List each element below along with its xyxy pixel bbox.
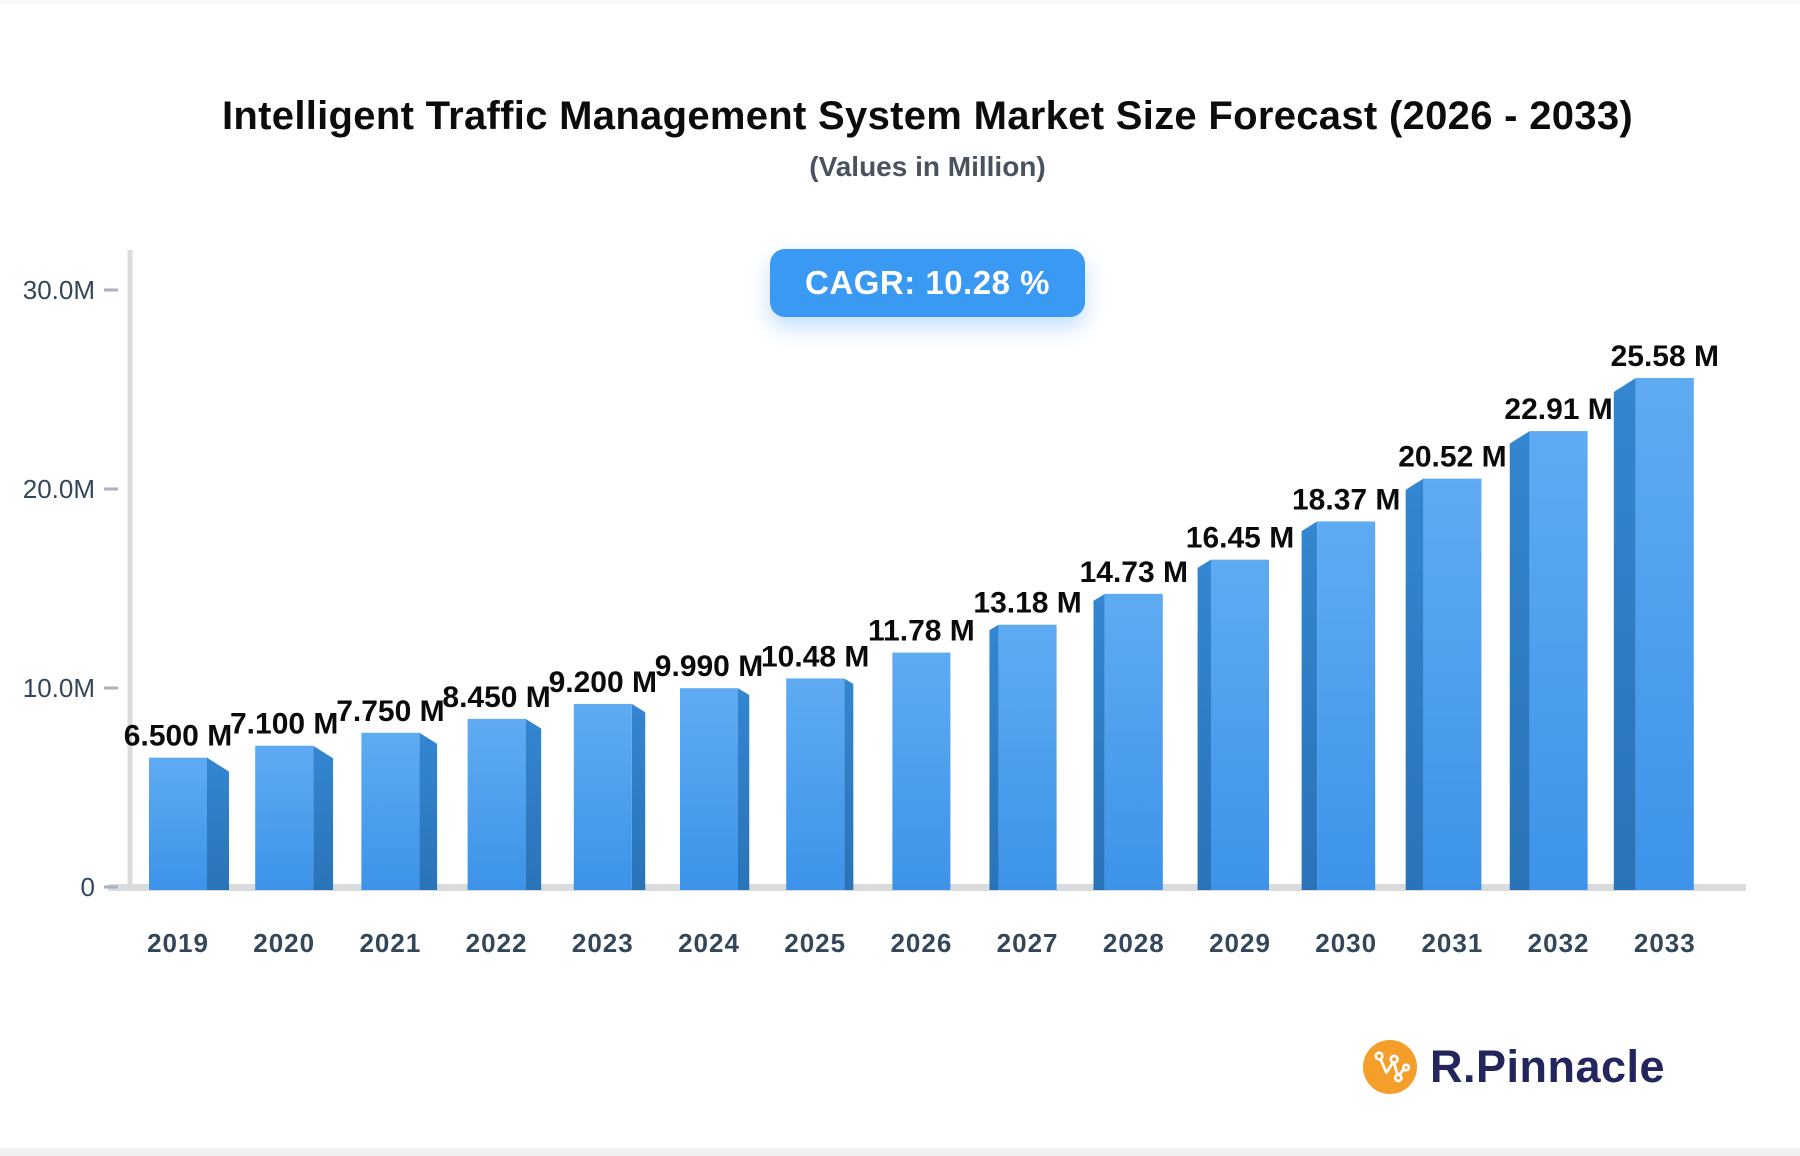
bar-group-2025: 10.48 M 2025 xyxy=(761,640,869,958)
bar-side-face xyxy=(419,732,438,890)
bar-value-label: 14.73 M xyxy=(1080,556,1188,589)
bar-front-face xyxy=(1423,478,1482,890)
bar-value-label: 10.48 M xyxy=(761,640,869,673)
bar-group-2019: 6.500 M 2019 xyxy=(124,720,232,958)
bar-value-label: 16.45 M xyxy=(1186,522,1294,555)
bar-value-label: 11.78 M xyxy=(868,615,975,648)
bottom-edge-strip xyxy=(0,1148,1800,1156)
bar-front-face xyxy=(1104,593,1163,890)
bar-side-face xyxy=(989,624,999,890)
bar-value-label: 22.91 M xyxy=(1504,393,1612,426)
y-tick-mark xyxy=(104,288,118,292)
bar-front-face xyxy=(892,652,951,890)
bar-front-face xyxy=(149,757,207,890)
x-tick-label: 2027 xyxy=(997,928,1059,958)
bar-value-label: 18.37 M xyxy=(1292,483,1400,516)
x-tick-label: 2025 xyxy=(784,928,846,958)
bar-front-face xyxy=(573,703,632,890)
y-tick-label: 0 xyxy=(81,872,95,902)
bar-side-face xyxy=(631,703,646,890)
bar-group-2033: 25.58 M 2033 xyxy=(1611,340,1719,958)
y-tick-mark xyxy=(104,686,118,690)
y-tick-label: 20.0M xyxy=(23,474,95,504)
bar-side-face xyxy=(844,678,854,890)
bar-side-face xyxy=(313,745,334,890)
bar-front-face xyxy=(1635,377,1694,890)
bar-group-2021: 7.750 M 2021 xyxy=(336,695,444,958)
x-tick-label: 2020 xyxy=(253,928,315,958)
x-tick-label: 2019 xyxy=(147,928,209,958)
bar-front-face xyxy=(361,732,420,890)
bar-group-2026: 11.78 M 2026 xyxy=(868,615,975,958)
x-tick-label: 2029 xyxy=(1209,928,1271,958)
bar-value-label: 25.58 M xyxy=(1611,340,1719,373)
bar-group-2020: 7.100 M 2020 xyxy=(230,708,338,958)
bar-side-face xyxy=(1301,521,1318,890)
x-tick-label: 2026 xyxy=(890,928,952,958)
bar-group-2024: 9.990 M 2024 xyxy=(655,650,763,958)
y-axis-line xyxy=(127,250,133,890)
y-tick-label: 30.0M xyxy=(23,275,95,305)
brand-logo: R.Pinnacle xyxy=(1363,1040,1665,1094)
bar-value-label: 9.200 M xyxy=(549,666,657,699)
bar-side-face xyxy=(1197,559,1211,890)
bar-front-face xyxy=(1529,431,1588,890)
bar-side-face xyxy=(1093,593,1105,890)
bar-side-face xyxy=(525,718,542,890)
x-tick-label: 2023 xyxy=(572,928,634,958)
y-tick-label: 10.0M xyxy=(23,673,95,703)
x-tick-label: 2021 xyxy=(359,928,421,958)
bar-value-label: 6.500 M xyxy=(124,720,232,753)
bar-front-face xyxy=(998,624,1057,890)
x-tick-label: 2024 xyxy=(678,928,740,958)
bar-group-2029: 16.45 M 2029 xyxy=(1186,522,1294,958)
bar-side-face xyxy=(207,757,229,890)
bar-front-face xyxy=(786,678,845,890)
brand-name: R.Pinnacle xyxy=(1430,1041,1666,1092)
bar-value-label: 9.990 M xyxy=(655,650,763,683)
y-tick-mark xyxy=(104,885,118,889)
bar-front-face xyxy=(255,745,314,890)
bar-value-label: 7.100 M xyxy=(230,708,338,741)
bar-group-2028: 14.73 M 2028 xyxy=(1080,556,1188,958)
x-tick-label: 2031 xyxy=(1421,928,1483,958)
bar-group-2027: 13.18 M 2027 xyxy=(973,587,1081,958)
bar-value-label: 7.750 M xyxy=(336,695,444,728)
network-nodes-icon xyxy=(1363,1040,1417,1094)
bar-group-2023: 9.200 M 2023 xyxy=(549,666,657,958)
bar-front-face xyxy=(1317,521,1376,890)
x-tick-label: 2022 xyxy=(466,928,528,958)
bar-side-face xyxy=(1509,431,1530,890)
y-tick-mark xyxy=(104,487,118,491)
bar-group-2031: 20.52 M 2031 xyxy=(1398,441,1506,958)
bar-value-label: 13.18 M xyxy=(973,587,1081,620)
bar-front-face xyxy=(680,688,738,890)
bar-side-face xyxy=(1405,478,1424,890)
x-tick-label: 2028 xyxy=(1103,928,1165,958)
bar-front-face xyxy=(1211,559,1269,890)
bar-group-2032: 22.91 M 2032 xyxy=(1504,393,1612,958)
bar-value-label: 20.52 M xyxy=(1398,441,1506,474)
x-tick-label: 2030 xyxy=(1315,928,1377,958)
bar-side-face xyxy=(738,688,750,890)
top-edge-strip xyxy=(0,0,1800,4)
x-tick-label: 2032 xyxy=(1528,928,1590,958)
bar-group-2022: 8.450 M 2022 xyxy=(442,681,550,958)
bar-side-face xyxy=(1613,377,1636,890)
bar-front-face xyxy=(467,718,526,890)
bar-group-2030: 18.37 M 2030 xyxy=(1292,483,1400,958)
x-tick-label: 2033 xyxy=(1634,928,1696,958)
bar-value-label: 8.450 M xyxy=(442,681,550,714)
